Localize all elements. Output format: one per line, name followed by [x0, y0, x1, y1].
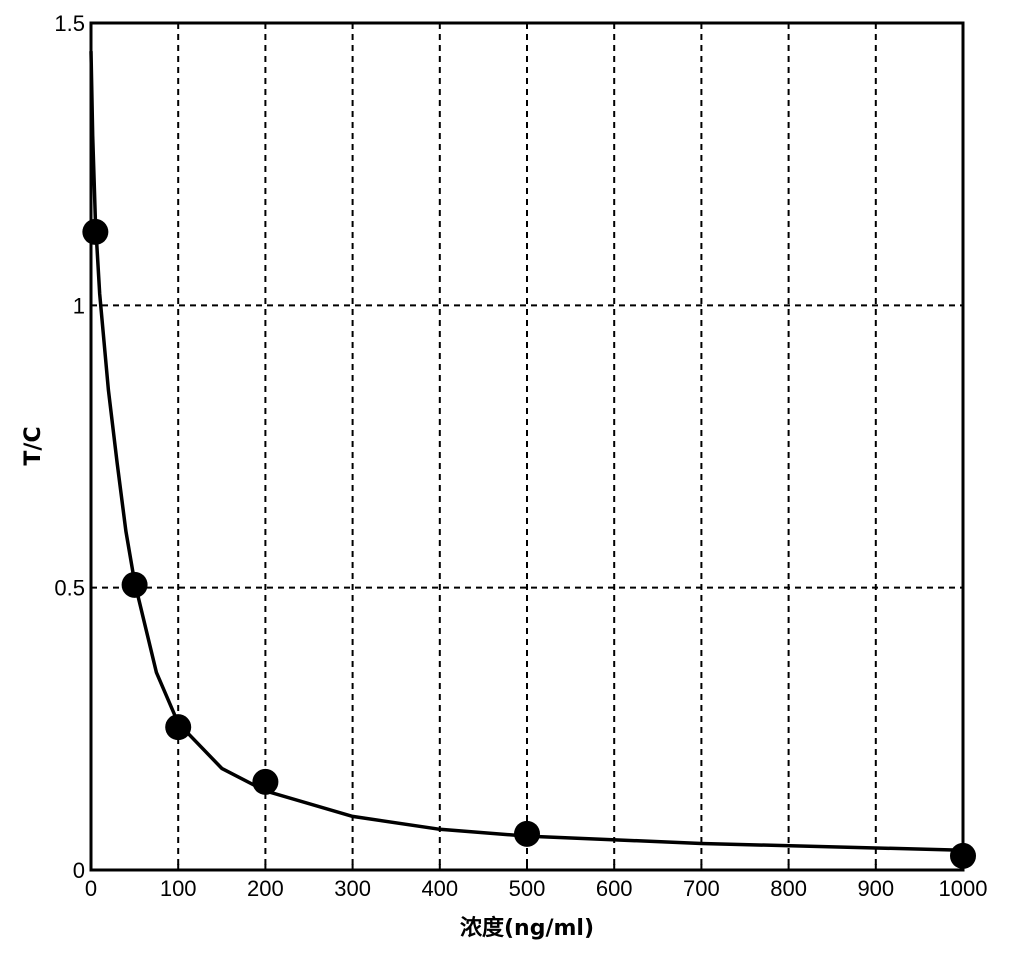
data-points	[82, 219, 976, 869]
x-tick-label: 0	[85, 876, 97, 901]
data-point	[252, 769, 278, 795]
x-tick-label: 1000	[939, 876, 988, 901]
chart: 0 100 200 300 400 500 600 700 800 900 1000 0 0.5 1 1.…	[0, 0, 1019, 953]
x-tick-label: 500	[509, 876, 546, 901]
x-tick-label: 700	[683, 876, 720, 901]
x-tick-label: 100	[160, 876, 197, 901]
y-tick-label: 1	[73, 293, 85, 318]
data-point	[165, 714, 191, 740]
x-tick-label: 400	[421, 876, 458, 901]
data-point	[950, 843, 976, 869]
y-tick-label: 0.5	[54, 576, 85, 601]
y-tick-label: 0	[73, 858, 85, 883]
y-axis-ticks: 0 0.5 1 1.5	[54, 11, 85, 883]
x-tick-label: 800	[770, 876, 807, 901]
data-point	[514, 821, 540, 847]
data-point	[82, 219, 108, 245]
x-tick-label: 200	[247, 876, 284, 901]
x-axis-label: 浓度(ng/ml)	[460, 915, 594, 941]
y-axis-label: T/C	[21, 426, 46, 465]
grid	[91, 23, 963, 870]
x-tick-label: 600	[596, 876, 633, 901]
x-tick-label: 900	[857, 876, 894, 901]
x-tick-label: 300	[334, 876, 371, 901]
y-tick-label: 1.5	[54, 11, 85, 36]
data-point	[122, 572, 148, 598]
